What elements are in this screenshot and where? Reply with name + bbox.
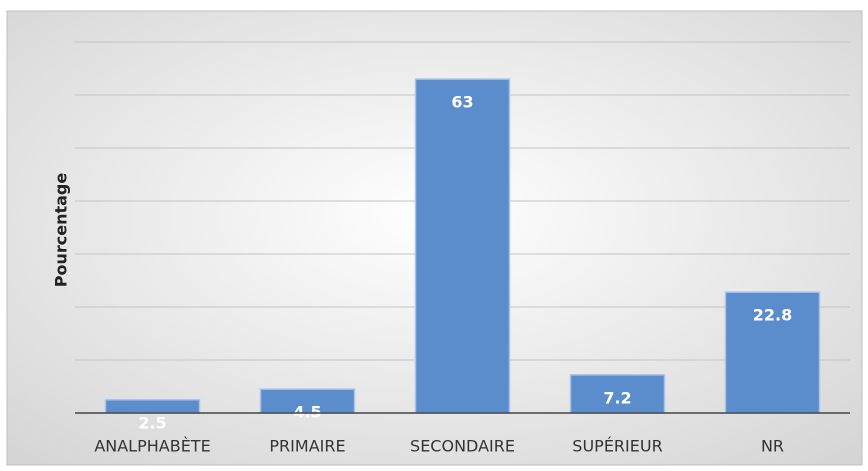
bar bbox=[104, 399, 201, 414]
bar bbox=[414, 78, 511, 414]
data-label: 2.5 bbox=[138, 413, 166, 432]
x-tick-label: NR bbox=[761, 437, 784, 456]
x-tick-label: ANALPHABÈTE bbox=[94, 437, 210, 456]
data-label: 22.8 bbox=[753, 306, 792, 325]
bar bbox=[724, 291, 821, 414]
x-tick-label: SUPÉRIEUR bbox=[572, 437, 662, 456]
data-label: 4.5 bbox=[293, 403, 321, 422]
bar bbox=[569, 374, 666, 414]
data-label: 7.2 bbox=[603, 388, 631, 407]
data-label: 63 bbox=[451, 93, 473, 112]
x-tick-label: PRIMAIRE bbox=[269, 437, 345, 456]
y-axis-label: Pourcentage bbox=[52, 173, 71, 288]
x-tick-label: SECONDAIRE bbox=[410, 437, 515, 456]
